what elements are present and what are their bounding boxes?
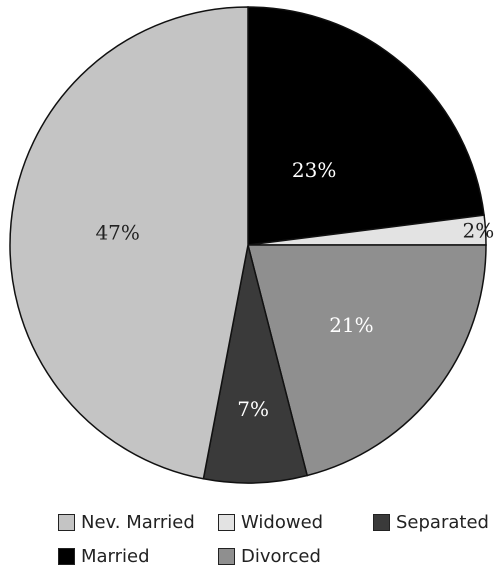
legend-item-separated: Separated	[373, 509, 489, 535]
legend-swatch	[58, 547, 75, 565]
legend-item-married: Married	[58, 543, 150, 569]
legend-label: Nev. Married	[81, 511, 195, 533]
slice-label: 21%	[329, 313, 373, 337]
legend-label: Divorced	[241, 545, 321, 567]
legend: Nev. Married Widowed Separated Married D…	[0, 509, 497, 575]
legend-label: Widowed	[241, 511, 324, 533]
pie-slice-separated	[202, 244, 309, 484]
slice-label: 7%	[237, 397, 269, 421]
pie-slice-divorced	[247, 244, 487, 477]
slice-label: 2%	[463, 219, 495, 243]
legend-label: Separated	[396, 511, 489, 533]
legend-swatch	[218, 513, 235, 531]
pie-chart: 23% 2% 21% 7% 47%	[9, 6, 495, 484]
slice-label: 23%	[292, 158, 336, 182]
legend-swatch	[373, 513, 390, 531]
pie-slice-nev-married	[9, 6, 249, 480]
legend-item-widowed: Widowed	[218, 509, 323, 535]
slice-label: 47%	[95, 221, 139, 245]
legend-swatch	[218, 547, 235, 565]
legend-item-divorced: Divorced	[218, 543, 321, 569]
legend-label: Married	[81, 545, 150, 567]
legend-swatch	[58, 513, 75, 531]
pie-slice-married	[247, 6, 485, 246]
legend-item-nev-married: Nev. Married	[58, 509, 195, 535]
